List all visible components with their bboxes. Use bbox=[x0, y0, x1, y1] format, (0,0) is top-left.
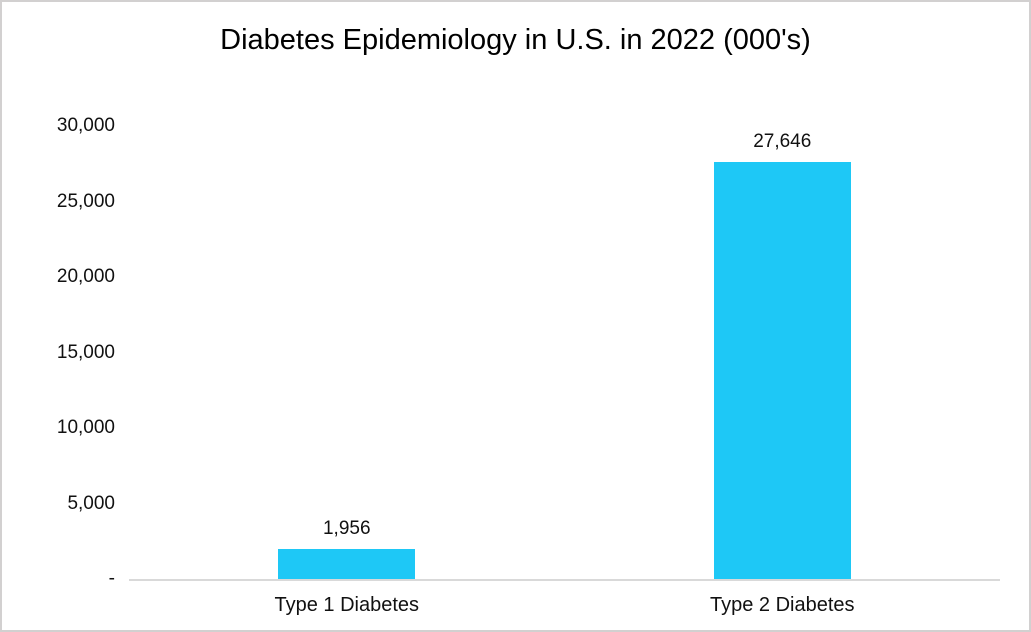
x-axis-line bbox=[129, 579, 1000, 581]
bar[interactable] bbox=[278, 549, 416, 579]
y-tick-label: 20,000 bbox=[56, 266, 115, 287]
y-tick-label: 15,000 bbox=[56, 341, 115, 363]
bar-value-label: 27,646 bbox=[753, 131, 812, 152]
y-tick-label: 5,000 bbox=[67, 492, 115, 514]
chart-title: Diabetes Epidemiology in U.S. in 2022 (0… bbox=[220, 24, 811, 56]
x-axis-labels: Type 1 Diabetes Type 2 Diabetes bbox=[129, 593, 1000, 621]
y-tick-label: - bbox=[108, 568, 115, 589]
bar-value-label: 1,956 bbox=[322, 518, 371, 539]
y-tick-label: 30,000 bbox=[56, 115, 115, 136]
x-category-label: Type 2 Diabetes bbox=[709, 594, 855, 616]
y-tick-label: 25,000 bbox=[56, 190, 115, 212]
bar-column: 27,646 bbox=[565, 126, 1001, 579]
y-axis: - 5,000 10,000 15,000 20,000 25,000 30,000 bbox=[2, 115, 115, 589]
x-category-label: Type 1 Diabetes bbox=[274, 594, 420, 616]
bar[interactable] bbox=[713, 162, 851, 579]
plot-area: 1,956 27,646 bbox=[129, 126, 1000, 579]
y-tick-label: 10,000 bbox=[56, 417, 115, 438]
bar-column: 1,956 bbox=[129, 126, 565, 579]
